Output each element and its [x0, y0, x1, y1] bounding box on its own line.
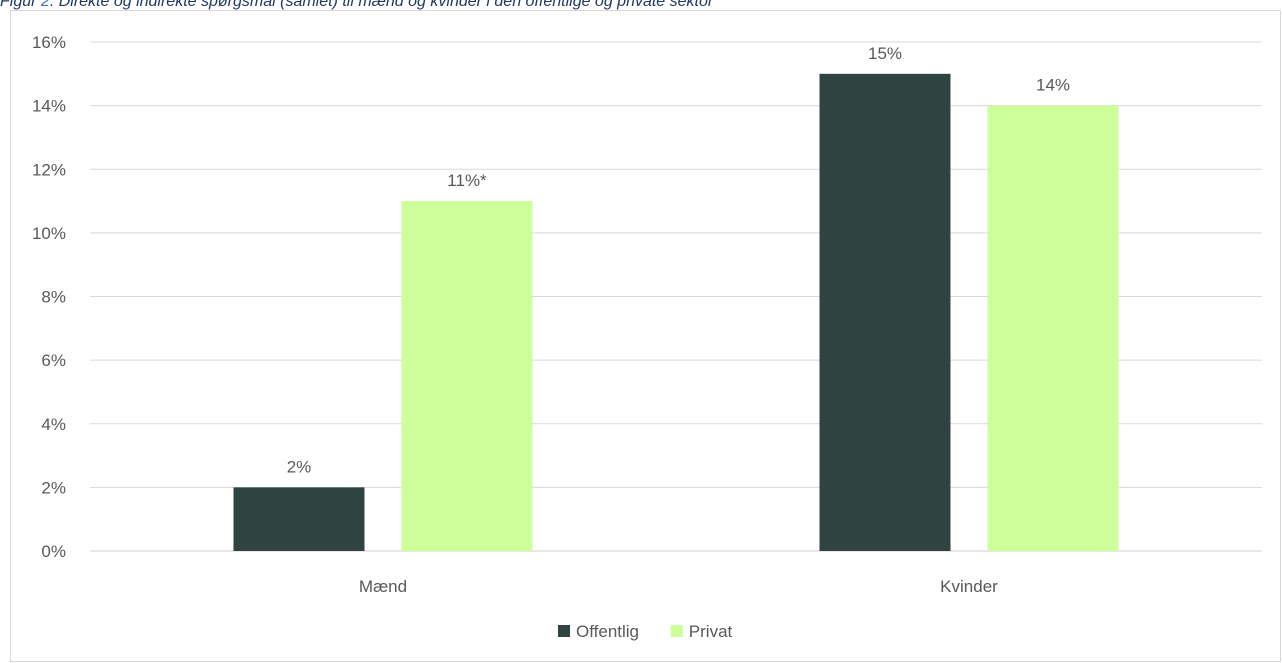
bar-privat-0	[401, 201, 533, 551]
data-label: 15%	[868, 44, 902, 63]
legend-label-privat: Privat	[689, 622, 733, 641]
bars	[233, 73, 1119, 551]
y-axis-tick-labels: 0% 2% 4% 6% 8% 10% 12% 14% 16%	[32, 33, 66, 561]
data-labels: 2% 11%* 15% 14%	[287, 44, 1070, 477]
bar-offentlig-1	[819, 73, 951, 551]
legend-label-offentlig: Offentlig	[576, 622, 639, 641]
category-label: Mænd	[359, 577, 407, 596]
y-tick-label: 16%	[32, 33, 66, 52]
figure-caption-prefix: Figur	[0, 0, 37, 10]
figure-caption-number: 2	[40, 0, 50, 10]
y-tick-label: 0%	[41, 542, 66, 561]
figure-caption-text: : Direkte og indirekte spørgsmål (samlet…	[49, 0, 714, 10]
legend-swatch-offentlig	[558, 625, 570, 637]
y-tick-label: 4%	[41, 415, 66, 434]
data-label: 14%	[1036, 76, 1070, 95]
category-label: Kvinder	[940, 577, 998, 596]
bar-offentlig-0	[233, 487, 365, 551]
y-tick-label: 6%	[41, 351, 66, 370]
legend: Offentlig Privat	[558, 622, 733, 641]
figure-caption: Figur 2: Direkte og indirekte spørgsmål …	[0, 0, 713, 11]
y-tick-label: 12%	[32, 160, 66, 179]
y-tick-label: 14%	[32, 97, 66, 116]
x-axis-category-labels: Mænd Kvinder	[359, 577, 998, 596]
bar-privat-1	[987, 105, 1119, 551]
y-tick-label: 2%	[41, 478, 66, 497]
legend-swatch-privat	[670, 625, 683, 637]
y-tick-label: 8%	[41, 288, 66, 307]
data-label: 2%	[287, 457, 312, 476]
y-tick-label: 10%	[32, 224, 66, 243]
data-label: 11%*	[447, 171, 487, 190]
